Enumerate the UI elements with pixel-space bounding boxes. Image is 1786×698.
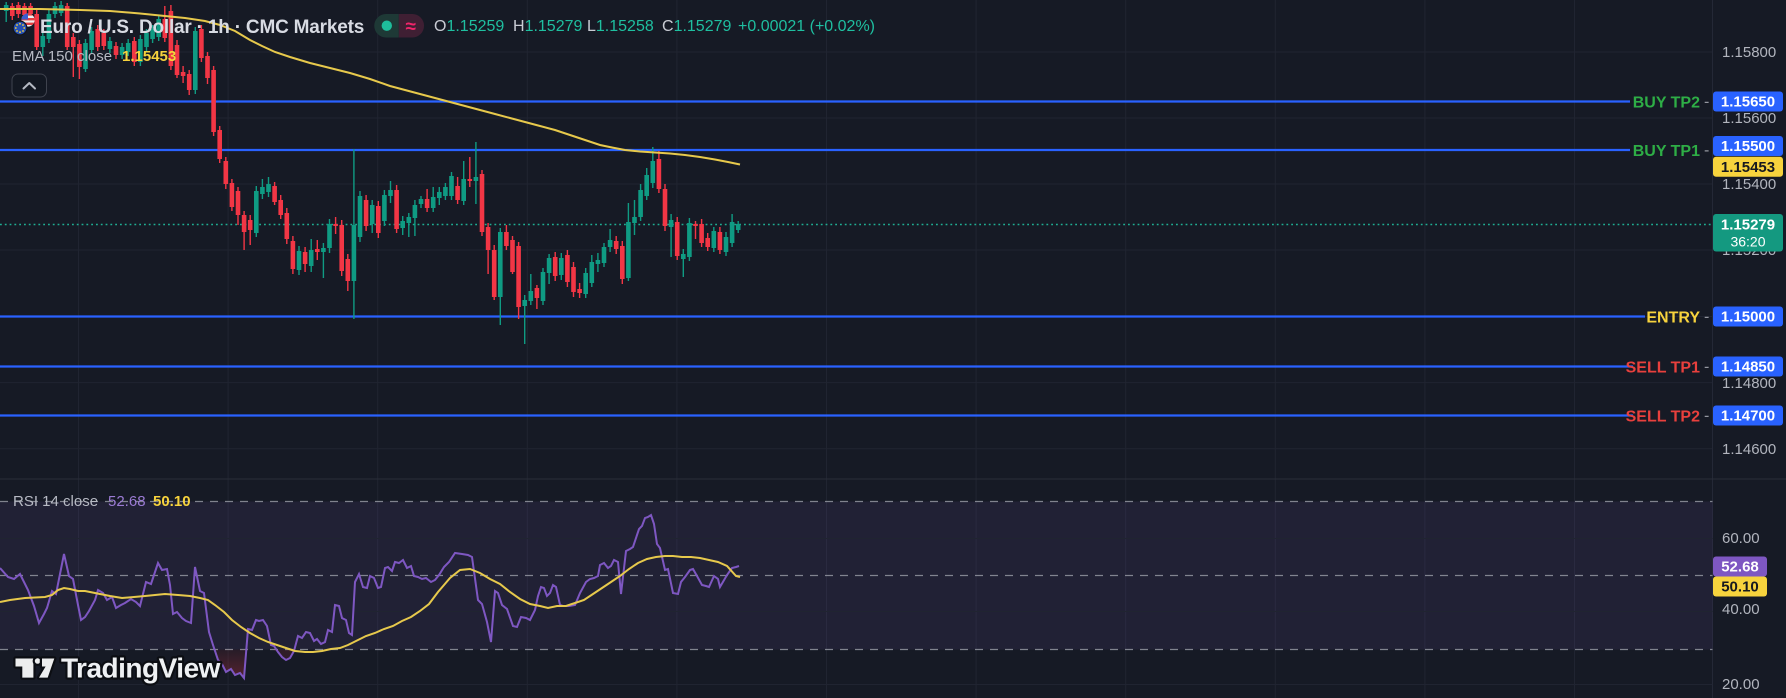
svg-text:1.15500: 1.15500 <box>1721 138 1775 155</box>
svg-text:Euro / U.S. Dollar · 1h · CMC: Euro / U.S. Dollar · 1h · CMC Markets <box>40 17 364 38</box>
svg-text:1.14800: 1.14800 <box>1722 375 1776 392</box>
svg-text:SELL TP1: SELL TP1 <box>1626 360 1700 377</box>
svg-text:RSI 14 close: RSI 14 close <box>13 493 98 510</box>
svg-text:1.15453: 1.15453 <box>122 48 176 65</box>
svg-text:≈: ≈ <box>405 17 416 38</box>
svg-text:50.10: 50.10 <box>153 493 191 510</box>
svg-text:20.00: 20.00 <box>1722 676 1760 693</box>
svg-text:TradingView: TradingView <box>61 653 221 684</box>
svg-text:-: - <box>1704 359 1709 376</box>
svg-text:60.00: 60.00 <box>1722 530 1760 547</box>
svg-text:1.14600: 1.14600 <box>1722 441 1776 458</box>
svg-text:40.00: 40.00 <box>1722 601 1760 618</box>
svg-text:EMA 150 close: EMA 150 close <box>12 48 112 65</box>
svg-text:52.68: 52.68 <box>108 493 146 510</box>
svg-text:52.68: 52.68 <box>1721 559 1759 576</box>
svg-text:-: - <box>1704 94 1709 111</box>
svg-text:1.15453: 1.15453 <box>1721 159 1775 176</box>
svg-text:50.10: 50.10 <box>1721 579 1759 596</box>
svg-text:1.15600: 1.15600 <box>1722 110 1776 127</box>
svg-text:1.15279: 1.15279 <box>1721 217 1775 234</box>
svg-text:1.15000: 1.15000 <box>1721 309 1775 326</box>
svg-text:1.15650: 1.15650 <box>1721 94 1775 111</box>
svg-text:O1.15259 H1.15279 L1.15258 C1.: O1.15259 H1.15279 L1.15258 C1.15279 +0.0… <box>434 18 875 35</box>
svg-text:1.14850: 1.14850 <box>1721 359 1775 376</box>
svg-text:-: - <box>1704 142 1709 159</box>
svg-text:BUY TP2: BUY TP2 <box>1633 95 1700 112</box>
svg-text:SELL TP2: SELL TP2 <box>1626 409 1700 426</box>
svg-text:-: - <box>1704 309 1709 326</box>
svg-text:36:20: 36:20 <box>1730 234 1765 250</box>
svg-text:1.15400: 1.15400 <box>1722 176 1776 193</box>
svg-text:ENTRY: ENTRY <box>1646 310 1700 327</box>
svg-text:-: - <box>1704 408 1709 425</box>
svg-text:1.14700: 1.14700 <box>1721 408 1775 425</box>
svg-text:1.15800: 1.15800 <box>1722 44 1776 61</box>
svg-text:BUY TP1: BUY TP1 <box>1633 143 1700 160</box>
